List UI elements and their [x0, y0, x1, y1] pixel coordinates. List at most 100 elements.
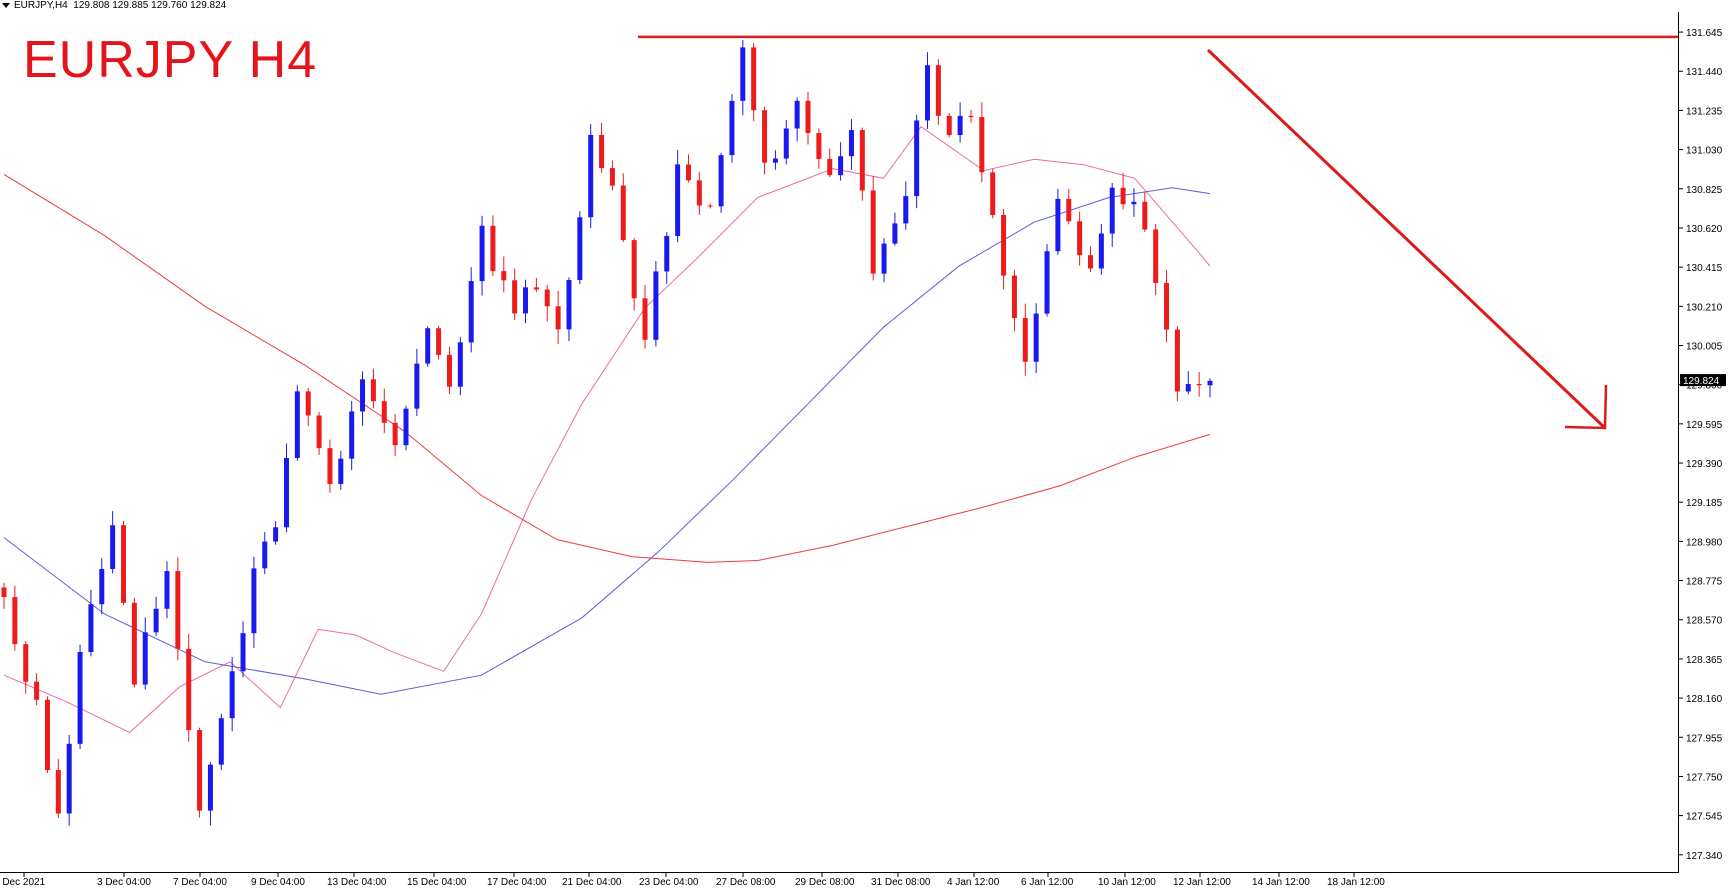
- bear-candle: [1087, 255, 1093, 269]
- bear-candle: [946, 115, 952, 136]
- bull-candle: [925, 65, 931, 121]
- candles: [1, 39, 1213, 826]
- bull-candle: [783, 128, 789, 159]
- chart-header: EURJPY,H4 129.808 129.885 129.760 129.82…: [2, 0, 226, 11]
- bull-candle: [142, 632, 148, 685]
- time-tick-label: 1 Dec 2021: [0, 877, 46, 888]
- bear-candle: [990, 172, 996, 215]
- bear-candle: [305, 391, 311, 416]
- bull-candle: [403, 408, 409, 446]
- price-tick-label: 131.645: [1686, 28, 1723, 39]
- bear-candle: [175, 571, 181, 649]
- bull-candle: [240, 633, 246, 672]
- price-tick-label: 127.750: [1686, 772, 1723, 783]
- bull-candle: [892, 223, 898, 244]
- bear-candle: [490, 225, 496, 272]
- bear-candle: [1077, 221, 1083, 256]
- time-tick-label: 21 Dec 04:00: [562, 877, 622, 888]
- bear-candle: [512, 280, 518, 314]
- bear-candle: [1001, 214, 1007, 276]
- bull-candle: [66, 743, 72, 814]
- bear-candle: [555, 306, 561, 330]
- bull-candle: [468, 281, 474, 343]
- bull-candle: [914, 120, 920, 197]
- time-tick-label: 17 Dec 04:00: [487, 877, 547, 888]
- time-tick-label: 29 Dec 08:00: [795, 877, 855, 888]
- bull-candle: [1044, 251, 1050, 314]
- bull-candle: [1207, 380, 1213, 386]
- bull-candle: [262, 541, 268, 569]
- time-tick-label: 13 Dec 04:00: [327, 877, 387, 888]
- bear-candle: [1022, 318, 1028, 362]
- time-tick-label: 4 Jan 12:00: [947, 877, 1000, 888]
- price-tick-label: 128.365: [1686, 655, 1723, 666]
- bull-candle: [588, 134, 594, 218]
- moving-average-line: [3, 173, 1211, 563]
- current-price-tag: 129.824: [1680, 374, 1726, 387]
- bull-candle: [110, 525, 116, 569]
- bull-candle: [1033, 313, 1039, 362]
- bear-candle: [327, 448, 333, 484]
- bear-candle: [392, 422, 398, 446]
- bull-candle: [1055, 198, 1061, 252]
- bear-candle: [642, 298, 648, 340]
- bull-candle: [523, 287, 529, 314]
- moving-average-line: [3, 126, 1211, 734]
- bear-candle: [696, 180, 702, 206]
- bull-candle: [251, 568, 257, 634]
- price-tick-label: 127.955: [1686, 733, 1723, 744]
- bull-candle: [207, 764, 213, 811]
- bear-candle: [1011, 275, 1017, 319]
- price-tick-label: 127.340: [1686, 851, 1723, 862]
- time-axis: 1 Dec 2021 3 Dec 04:00 7 Dec 04:00 9 Dec 04…: [0, 872, 1385, 888]
- bull-candle: [838, 156, 844, 176]
- bull-candle: [1098, 233, 1104, 269]
- bear-candle: [44, 699, 50, 771]
- bear-candle: [186, 648, 192, 731]
- time-tick-label: 23 Dec 04:00: [639, 877, 699, 888]
- price-tick-label: 130.005: [1686, 341, 1723, 352]
- bear-candle: [501, 271, 507, 281]
- dropdown-triangle-icon[interactable]: [2, 2, 10, 8]
- chart-title: EURJPY H4: [23, 31, 318, 89]
- bull-candle: [718, 155, 724, 207]
- bear-candle: [620, 185, 626, 241]
- bear-candle: [685, 164, 691, 181]
- bear-candle: [827, 158, 833, 176]
- bear-candle: [544, 289, 550, 307]
- bull-candle: [77, 652, 83, 744]
- bull-candle: [664, 235, 670, 272]
- moving-average-line: [3, 187, 1211, 695]
- bull-candle: [338, 458, 344, 484]
- bull-candle: [675, 164, 681, 236]
- bull-candle: [740, 47, 746, 101]
- price-tick-label: 127.545: [1686, 812, 1723, 823]
- bull-candle: [349, 411, 355, 459]
- bear-candle: [968, 115, 974, 118]
- moving-averages: [3, 126, 1211, 734]
- price-tick-label: 131.030: [1686, 146, 1723, 157]
- bear-candle: [34, 681, 40, 700]
- bear-candle: [859, 130, 865, 191]
- time-tick-label: 7 Dec 04:00: [173, 877, 227, 888]
- bull-candle: [1131, 201, 1137, 205]
- time-tick-label: 10 Jan 12:00: [1098, 877, 1156, 888]
- bear-candle: [762, 110, 768, 163]
- price-tick-label: 129.185: [1686, 498, 1723, 509]
- bull-candle: [1109, 187, 1115, 234]
- bear-candle: [599, 134, 605, 169]
- time-tick-label: 12 Jan 12:00: [1173, 877, 1231, 888]
- price-tick-label: 130.620: [1686, 224, 1723, 235]
- price-tick-label: 130.210: [1686, 302, 1723, 313]
- time-tick-label: 9 Dec 04:00: [251, 877, 305, 888]
- bear-candle: [533, 287, 539, 290]
- time-tick-label: 3 Dec 04:00: [97, 877, 151, 888]
- trend-arrow-head: [1564, 384, 1608, 430]
- bull-candle: [360, 379, 366, 412]
- bear-candle: [12, 597, 18, 645]
- bear-candle: [751, 47, 757, 111]
- price-axis: 131.645 131.440 131.235 131.030 130.825 130.6…: [1678, 28, 1723, 862]
- ohlc-label: 129.808 129.885 129.760 129.824: [73, 0, 227, 11]
- bull-candle: [772, 158, 778, 163]
